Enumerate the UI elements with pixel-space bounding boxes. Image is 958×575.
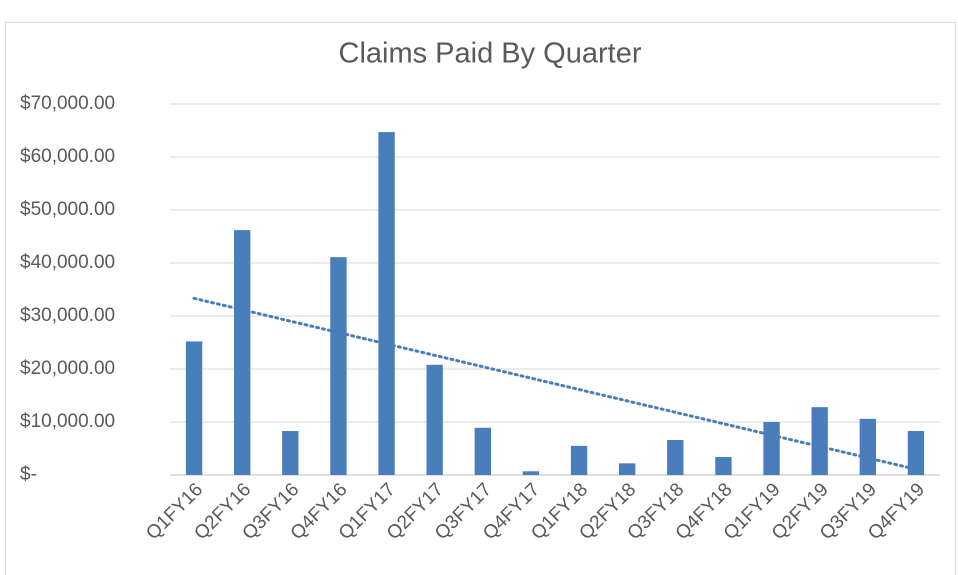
bar bbox=[859, 418, 876, 475]
y-tick-label: $70,000.00 bbox=[20, 93, 115, 114]
bar bbox=[426, 364, 443, 475]
y-tick-label: $30,000.00 bbox=[20, 305, 115, 326]
bar bbox=[474, 427, 491, 475]
bar bbox=[619, 463, 636, 475]
chart-border bbox=[5, 22, 956, 575]
bar bbox=[667, 440, 684, 475]
bar bbox=[185, 341, 203, 475]
y-tick-label: $- bbox=[20, 464, 37, 485]
bar bbox=[763, 422, 780, 475]
bar bbox=[378, 132, 395, 475]
y-tick-label: $50,000.00 bbox=[20, 199, 115, 220]
bar bbox=[570, 445, 588, 475]
y-tick-label: $20,000.00 bbox=[20, 358, 115, 379]
bar bbox=[715, 456, 732, 475]
y-tick-label: $60,000.00 bbox=[20, 146, 115, 167]
y-tick-label: $40,000.00 bbox=[20, 252, 115, 273]
bar bbox=[282, 431, 299, 475]
bar bbox=[522, 471, 540, 475]
chart-title: Claims Paid By Quarter bbox=[339, 38, 642, 70]
bar bbox=[907, 431, 925, 475]
trendline bbox=[192, 296, 918, 471]
bar bbox=[811, 407, 828, 475]
bar bbox=[330, 257, 347, 475]
y-tick-label: $10,000.00 bbox=[20, 411, 115, 432]
bar bbox=[234, 230, 251, 475]
